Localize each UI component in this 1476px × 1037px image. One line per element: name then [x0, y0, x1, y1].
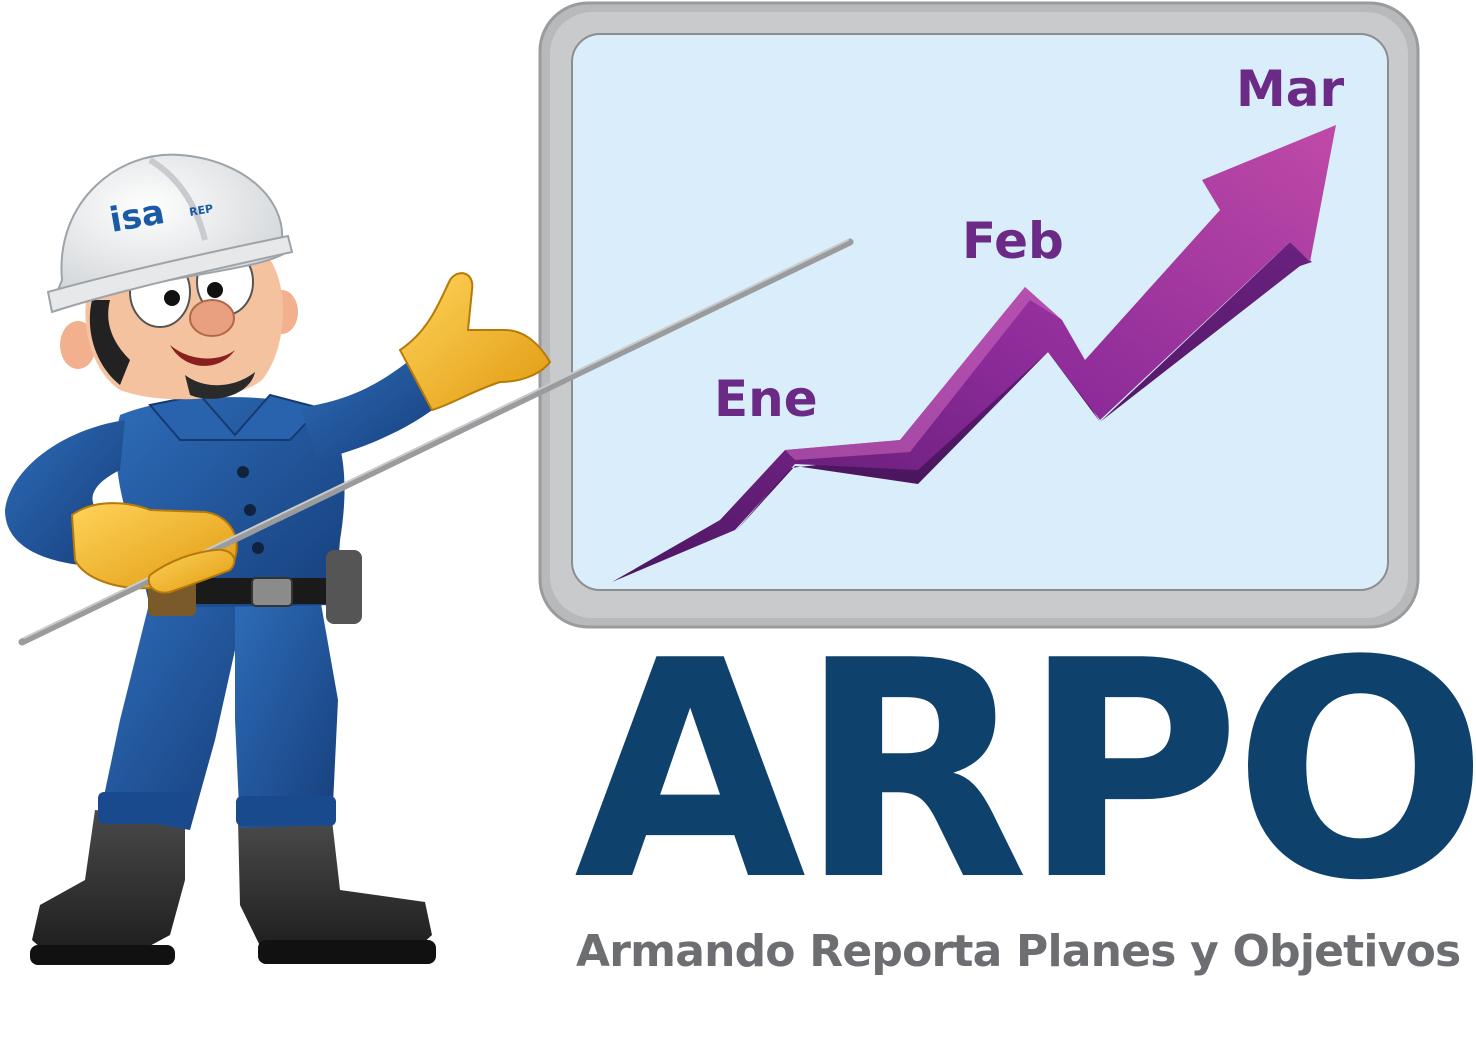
suit-button: [244, 504, 256, 516]
right-glove: [398, 272, 552, 412]
beard: [185, 372, 255, 399]
right-boot-sole: [258, 940, 436, 964]
month-label-ene: Ene: [714, 370, 818, 428]
left-boot-sole: [30, 945, 175, 965]
right-cuff: [236, 796, 336, 826]
hair: [89, 300, 130, 385]
belt-buckle: [251, 577, 293, 607]
helmet-ridge: [148, 157, 208, 241]
nose: [189, 299, 235, 337]
mouth: [170, 345, 235, 366]
right-leg: [235, 598, 338, 828]
right-pupil: [207, 282, 223, 298]
suit-button: [237, 466, 249, 478]
brand-subtitle: Armando Reporta Planes y Objetivos: [576, 926, 1461, 977]
right-boot: [238, 820, 432, 962]
left-glove-fingers: [147, 548, 236, 594]
month-label-feb: Feb: [962, 212, 1064, 270]
suit-button: [252, 542, 264, 554]
helmet-brim: [46, 234, 294, 314]
board-screen: [571, 33, 1389, 591]
left-ear: [60, 321, 96, 369]
helmet-logo: isa: [107, 192, 168, 241]
presentation-board: [538, 1, 1420, 629]
tool-holster: [326, 550, 362, 624]
left-boot: [32, 810, 185, 965]
brand-title: ARPO: [574, 597, 1476, 946]
helmet-logo-sub: REP: [188, 202, 214, 219]
left-leg: [100, 600, 245, 830]
right-arm: [300, 352, 445, 460]
month-label-mar: Mar: [1236, 60, 1344, 118]
trend-arrow: [612, 125, 1336, 582]
trend-arrow-highlight: [785, 287, 1062, 460]
worker-character: isa REP: [5, 153, 552, 965]
left-pupil: [164, 290, 180, 306]
left-cuff: [98, 792, 190, 824]
